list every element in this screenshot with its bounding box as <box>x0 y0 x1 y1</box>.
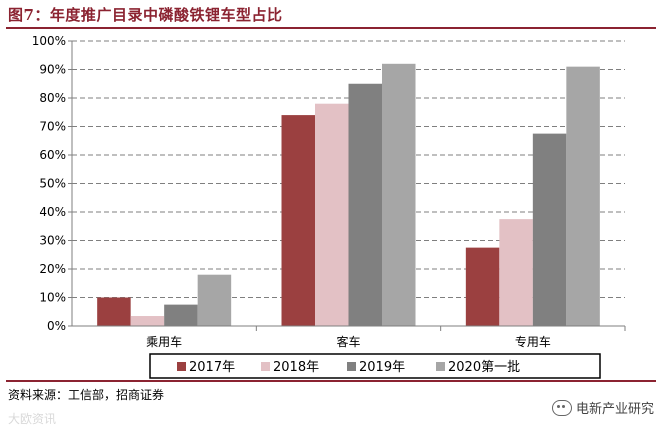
watermark-right-text: 电新产业研究 <box>575 402 654 417</box>
bar <box>532 133 567 326</box>
wechat-icon <box>551 399 572 416</box>
bar <box>197 274 232 326</box>
bar <box>382 63 416 327</box>
legend: 2017年 2018年 2019年 2020第一批 <box>149 353 601 379</box>
y-tick-label: 50% <box>39 177 66 191</box>
y-tick-label: 40% <box>39 205 66 219</box>
y-tick-label: 0% <box>47 319 66 333</box>
source-text: 资料来源：工信部，招商证券 <box>8 388 165 402</box>
page-title: 图7：年度推广目录中磷酸铁锂车型占比 <box>8 6 283 24</box>
legend-label: 2020第一批 <box>448 360 520 375</box>
legend-label: 2018年 <box>273 360 319 375</box>
legend-swatch <box>436 362 445 371</box>
bar <box>281 115 315 326</box>
x-tick-label: 专用车 <box>515 334 551 349</box>
bar <box>465 247 500 326</box>
legend-label: 2017年 <box>189 360 235 375</box>
y-tick-label: 80% <box>39 91 66 105</box>
bar <box>499 219 533 326</box>
legend-swatch <box>177 362 186 371</box>
title-divider <box>6 27 656 29</box>
bar <box>348 83 382 326</box>
wechat-watermark: 电新产业研究 <box>551 398 654 417</box>
y-tick-label: 60% <box>39 148 66 162</box>
y-tick-label: 30% <box>39 234 66 248</box>
bar <box>130 316 165 326</box>
y-tick-label: 90% <box>39 63 66 77</box>
y-axis-ticks: 0% 10% 20% 30% 40% 50% 60% 70% 80% 90% 100% <box>32 34 72 333</box>
legend-swatch <box>261 362 270 371</box>
bar <box>164 304 198 326</box>
x-tick-label: 客车 <box>336 334 360 349</box>
bars <box>97 63 600 327</box>
bar <box>97 297 131 326</box>
legend-box <box>149 353 601 379</box>
bar <box>566 66 600 327</box>
watermark-left: 大欧资讯 <box>8 412 57 426</box>
legend-label: 2019年 <box>359 360 405 375</box>
bar <box>315 103 349 326</box>
y-tick-label: 70% <box>39 120 66 134</box>
x-axis: 乘用车 客车 专用车 <box>71 41 626 349</box>
y-tick-label: 100% <box>32 34 66 48</box>
y-tick-label: 20% <box>39 262 66 276</box>
y-tick-label: 10% <box>39 291 66 305</box>
x-tick-label: 乘用车 <box>146 334 182 349</box>
legend-swatch <box>347 362 356 371</box>
source-divider <box>6 380 656 382</box>
